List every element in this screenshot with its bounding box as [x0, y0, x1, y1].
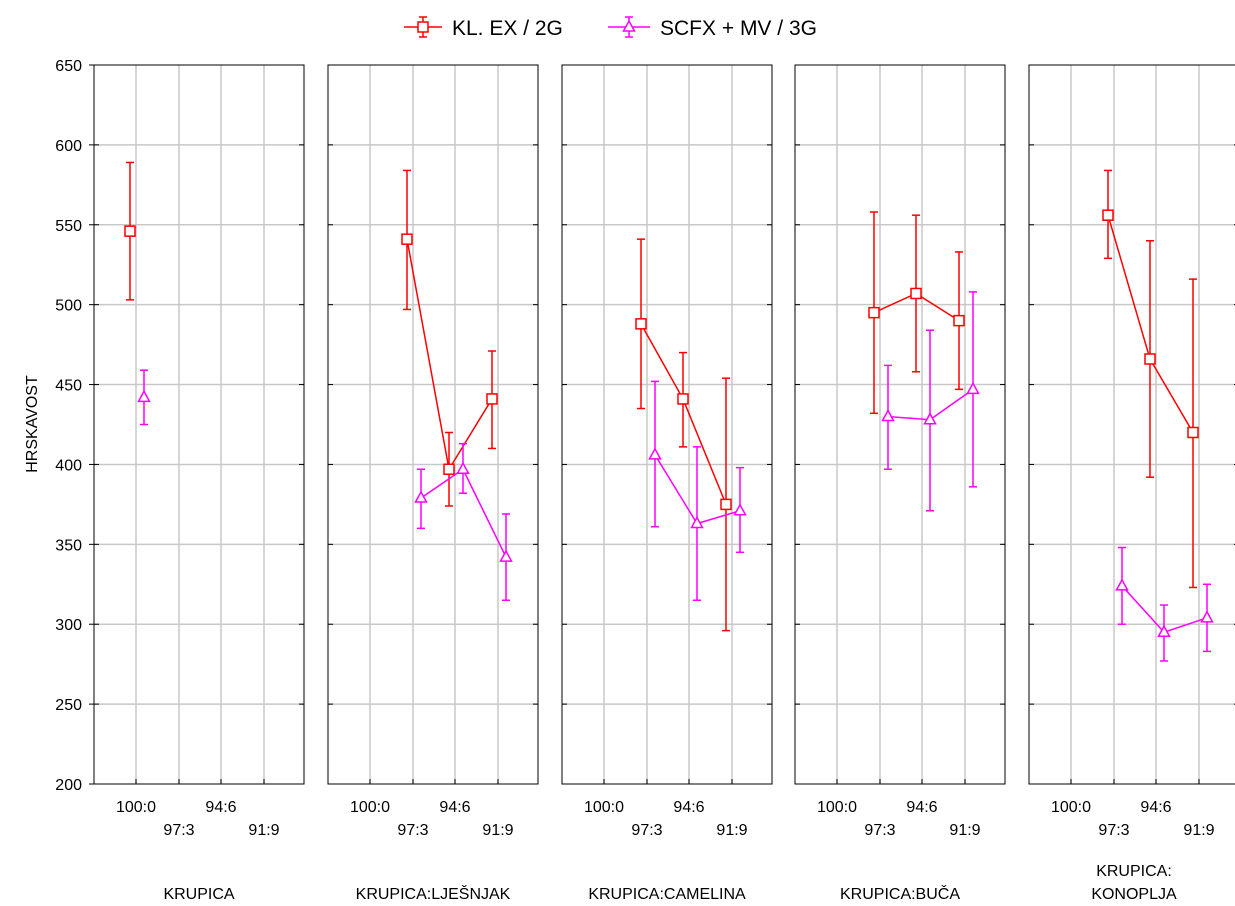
x-tick-label: 94:6	[673, 799, 704, 816]
panel-title: KRUPICA	[163, 886, 234, 903]
data-point-triangle	[1157, 624, 1171, 637]
y-axis-label: HRSKAVOST	[24, 375, 41, 473]
x-tick-label: 91:9	[1183, 822, 1214, 839]
data-point-triangle	[414, 490, 428, 503]
data-point-triangle	[1200, 610, 1214, 623]
legend-label-series-1: KL. EX / 2G	[452, 17, 563, 40]
y-tick-label: 200	[55, 777, 82, 794]
panels: 200 250 300 350 400 450 500 550 600 650 100:0 97:3 9…	[55, 58, 1235, 903]
data-point-square	[868, 306, 880, 319]
data-point-square	[720, 498, 732, 511]
data-point-square	[443, 463, 455, 475]
x-tick-label: 97:3	[864, 822, 895, 839]
data-point-triangle	[499, 549, 513, 562]
series-2	[414, 442, 513, 602]
series-1	[1102, 169, 1199, 589]
series-1	[124, 161, 136, 301]
panel-4: 100:0 97:3 94:6 91:9 KRUPICA:BUČA	[794, 64, 1006, 903]
y-tick-label: 500	[55, 298, 82, 315]
y-tick-label: 300	[55, 617, 82, 634]
series-1	[868, 211, 965, 415]
data-point-triangle	[923, 412, 937, 425]
panel-5: 100:0 97:3 94:6 91:9 KRUPICA: KONOPLJA	[1028, 64, 1235, 903]
panel-frame	[1028, 64, 1235, 785]
data-point-triangle	[733, 503, 747, 516]
panel-title: KRUPICA:LJEŠNJAK	[356, 884, 511, 903]
y-tick-label: 650	[55, 58, 82, 75]
data-point-square	[401, 233, 413, 245]
x-tick-label: 94:6	[1140, 799, 1171, 816]
data-point-triangle	[456, 461, 470, 474]
x-tick-label: 91:9	[716, 822, 747, 839]
x-tick-label: 97:3	[631, 822, 662, 839]
data-point-square	[953, 314, 965, 327]
panel-frame	[327, 64, 539, 785]
x-tick-label: 97:3	[163, 822, 194, 839]
y-tick-label: 250	[55, 697, 82, 714]
panel-title: KRUPICA:CAMELINA	[588, 886, 746, 903]
legend: KL. EX / 2G SCFX + MV / 3G	[404, 16, 817, 40]
x-tick-label: 100:0	[116, 799, 156, 816]
x-tick-label: 97:3	[397, 822, 428, 839]
panel-frame	[561, 64, 773, 785]
y-tick-label: 600	[55, 138, 82, 155]
series-2	[648, 380, 747, 602]
panel-2: 100:0 97:3 94:6 91:9 KRUPICA:LJEŠNJAK	[327, 64, 539, 903]
legend-marker-square	[417, 21, 429, 33]
panel-frame	[794, 64, 1006, 785]
series-2	[1115, 546, 1214, 662]
y-tick-label: 400	[55, 457, 82, 474]
x-tick-label: 94:6	[205, 799, 236, 816]
panel-title: KONOPLJA	[1091, 886, 1177, 903]
series-2	[137, 369, 151, 426]
x-tick-label: 94:6	[906, 799, 937, 816]
legend-item-series-1: KL. EX / 2G	[404, 16, 563, 40]
series-2	[881, 291, 980, 512]
panel-title: KRUPICA:BUČA	[840, 884, 960, 903]
y-tick-label: 550	[55, 218, 82, 235]
panel-1: 200 250 300 350 400 450 500 550 600 650 100:0 97:3 9…	[55, 58, 305, 903]
y-tick-label: 350	[55, 537, 82, 554]
data-point-triangle	[1115, 578, 1129, 591]
data-point-square	[1144, 353, 1156, 365]
series-1	[401, 169, 498, 507]
data-point-square	[1187, 426, 1199, 439]
data-point-triangle	[648, 447, 662, 460]
x-tick-label: 100:0	[817, 799, 857, 816]
panel-frame	[93, 64, 305, 785]
x-tick-label: 100:0	[350, 799, 390, 816]
data-point-square	[124, 225, 136, 237]
x-tick-label: 100:0	[1051, 799, 1091, 816]
legend-marker-triangle	[622, 19, 636, 32]
data-point-triangle	[966, 381, 980, 395]
data-point-square	[486, 393, 498, 405]
data-point-square	[635, 318, 647, 330]
data-point-square	[910, 287, 922, 300]
y-tick-label: 450	[55, 378, 82, 395]
x-tick-label: 91:9	[949, 822, 980, 839]
data-point-triangle	[690, 516, 704, 529]
data-point-square	[1102, 209, 1114, 221]
x-tick-label: 97:3	[1098, 822, 1129, 839]
x-tick-label: 94:6	[439, 799, 470, 816]
legend-item-series-2: SCFX + MV / 3G	[608, 16, 817, 40]
x-tick-label: 91:9	[482, 822, 513, 839]
series-1	[635, 238, 732, 632]
x-tick-label: 100:0	[584, 799, 624, 816]
x-tick-label: 91:9	[248, 822, 279, 839]
panel-title: KRUPICA:	[1096, 863, 1172, 880]
legend-label-series-2: SCFX + MV / 3G	[660, 17, 817, 40]
data-point-triangle	[881, 408, 895, 422]
data-point-triangle	[137, 389, 151, 403]
data-point-square	[677, 393, 689, 405]
panel-3: 100:0 97:3 94:6 91:9 KRUPICA:CAMELINA	[561, 64, 773, 903]
